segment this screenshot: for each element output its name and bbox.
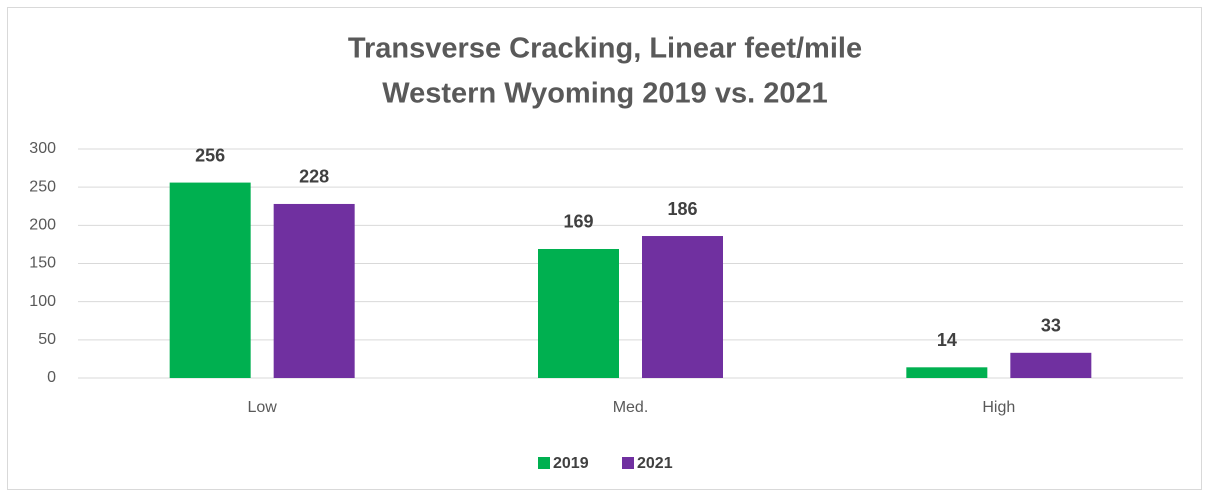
- data-label: 228: [299, 167, 329, 187]
- bar: [642, 236, 723, 378]
- y-tick-label: 200: [29, 217, 56, 234]
- data-label: 186: [667, 199, 697, 219]
- bar: [538, 248, 619, 378]
- y-tick-label: 100: [29, 293, 56, 310]
- y-tick-label: 300: [29, 140, 56, 157]
- x-tick-label: High: [982, 399, 1015, 416]
- bar: [273, 203, 355, 378]
- x-tick-label: Low: [247, 399, 277, 416]
- x-tick-label: Med.: [613, 399, 649, 416]
- bar: [1010, 352, 1092, 378]
- chart-title: Western Wyoming 2019 vs. 2021: [382, 78, 827, 110]
- bar: [169, 182, 251, 378]
- legend-swatch: [622, 457, 634, 469]
- data-label: 169: [563, 212, 593, 232]
- legend-label: 2021: [637, 455, 673, 472]
- y-tick-label: 50: [38, 331, 56, 348]
- data-label: 33: [1041, 316, 1061, 336]
- data-label: 256: [195, 145, 225, 165]
- bar: [906, 367, 988, 378]
- legend-swatch: [538, 457, 550, 469]
- data-label: 14: [937, 330, 957, 350]
- y-tick-label: 150: [29, 255, 56, 272]
- y-tick-label: 0: [47, 369, 56, 386]
- legend-label: 2019: [553, 455, 589, 472]
- y-tick-label: 250: [29, 178, 56, 195]
- chart-title: Transverse Cracking, Linear feet/mile: [348, 33, 862, 65]
